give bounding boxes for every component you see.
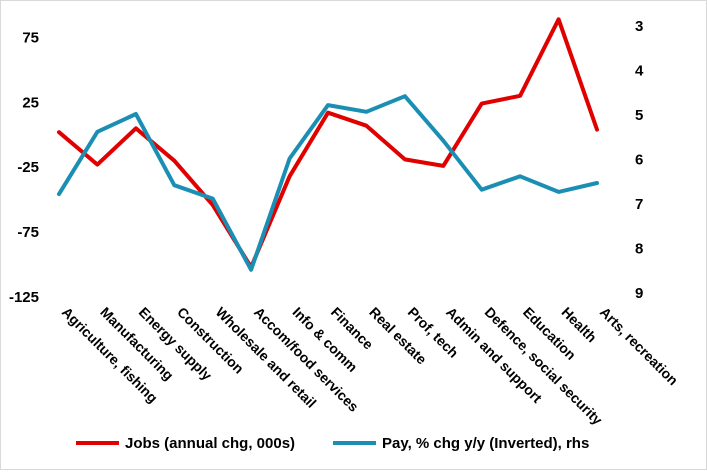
right-tick-label: 7 (635, 196, 643, 213)
category-labels: Agriculture, fishingManufacturingEnergy … (59, 304, 681, 428)
left-tick-label: -125 (9, 289, 39, 306)
left-tick-label: 75 (22, 29, 39, 46)
legend-label: Pay, % chg y/y (Inverted), rhs (382, 435, 589, 452)
right-axis: 3 4 5 6 7 8 9 (635, 18, 644, 302)
right-tick-label: 8 (635, 241, 643, 258)
right-tick-label: 5 (635, 107, 643, 124)
left-tick-label: -75 (17, 224, 39, 241)
pay-series-line (57, 94, 599, 272)
left-axis: 75 25 -25 -75 -125 (9, 29, 39, 306)
right-tick-label: 9 (635, 285, 643, 302)
right-tick-label: 3 (635, 18, 643, 35)
left-tick-label: 25 (22, 94, 39, 111)
legend-label: Jobs (annual chg, 000s) (125, 435, 295, 452)
category-label: Arts, recreation (597, 304, 681, 388)
jobs-series-line (57, 17, 599, 270)
series-lines (57, 17, 599, 272)
legend: Jobs (annual chg, 000s) Pay, % chg y/y (I… (76, 435, 589, 452)
right-tick-label: 4 (635, 63, 644, 80)
left-tick-label: -25 (17, 159, 39, 176)
right-tick-label: 6 (635, 152, 643, 169)
